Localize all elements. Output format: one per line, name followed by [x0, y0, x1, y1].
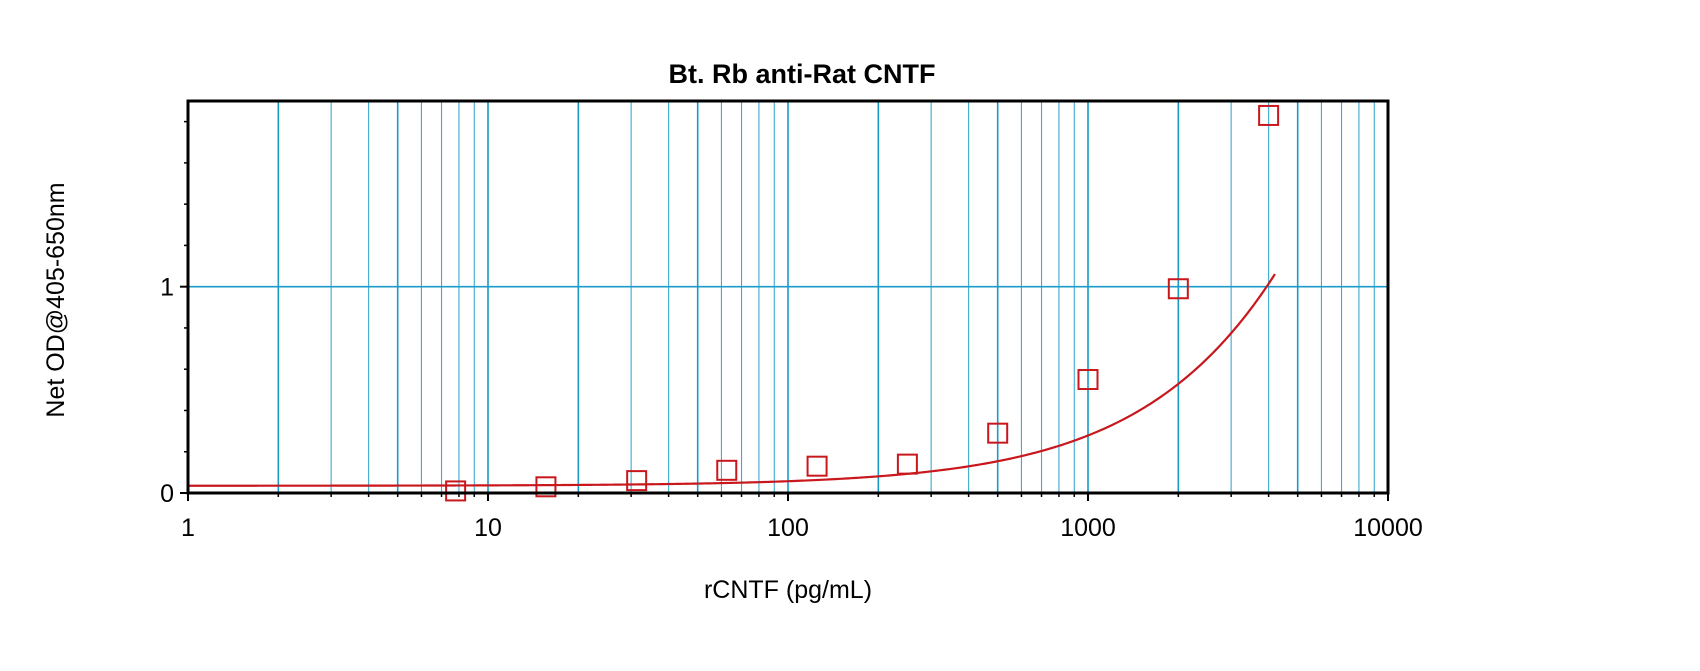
data-point-marker: [535, 476, 557, 498]
data-markers: [445, 104, 1280, 502]
y-tick-label: 1: [160, 274, 174, 302]
x-tick-label: 1: [181, 514, 195, 542]
data-point-marker: [1258, 104, 1280, 126]
data-point-marker: [806, 455, 828, 477]
x-tick-label: 1000: [1060, 514, 1116, 542]
x-axis-tick-labels: 1 10 100 1000 10000: [181, 514, 1423, 542]
data-point-marker: [626, 470, 648, 492]
x-tick-label: 100: [767, 514, 809, 542]
data-point-marker: [987, 422, 1009, 444]
fit-curve-layer: [188, 273, 1276, 487]
y-tick-label: 0: [160, 480, 174, 508]
y-axis-ticks: [180, 120, 188, 494]
data-point-marker: [1077, 369, 1099, 391]
x-axis-label: rCNTF (pg/mL): [704, 576, 872, 604]
data-point-marker: [896, 453, 918, 475]
grid-minor: [277, 101, 1375, 493]
data-point-marker: [1167, 278, 1189, 300]
data-point-marker: [445, 480, 467, 502]
plot-area: [186, 99, 1390, 502]
y-axis-label: Net OD@405-650nm: [42, 182, 70, 417]
x-tick-label: 10: [474, 514, 502, 542]
chart-title: Bt. Rb anti-Rat CNTF: [669, 59, 936, 89]
y-axis-tick-labels: 01: [160, 274, 174, 508]
data-point-marker: [716, 459, 738, 481]
x-axis-ticks: [187, 493, 1389, 501]
x-tick-label: 10000: [1353, 514, 1423, 542]
fit-curve: [188, 273, 1276, 487]
